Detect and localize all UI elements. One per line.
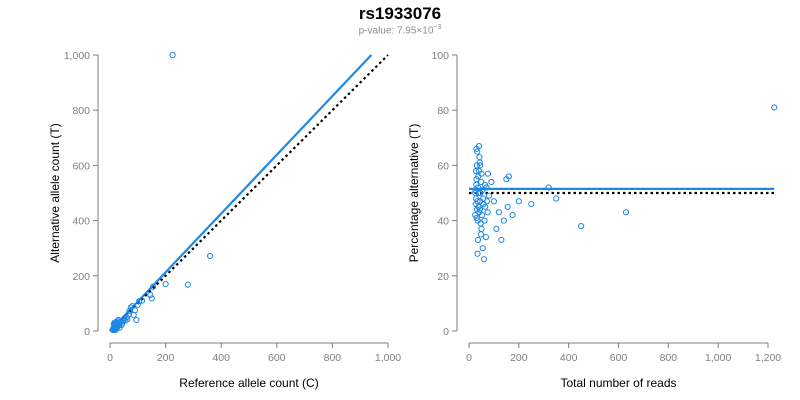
data-point: [162, 280, 169, 288]
x-tick-label: 1,000: [375, 352, 401, 364]
data-point: [479, 245, 486, 252]
data-point: [479, 187, 486, 194]
y-tick-label: 1,000: [64, 50, 90, 62]
data-point: [115, 316, 122, 324]
x-tick-label: 800: [660, 352, 678, 364]
y-tick-label: 0: [84, 326, 90, 338]
data-point: [528, 200, 535, 208]
y-tick-label: 400: [72, 216, 90, 228]
data-point: [474, 250, 481, 257]
data-point: [488, 178, 495, 186]
x-tick-label: 200: [157, 352, 175, 364]
data-point: [118, 321, 125, 329]
chart-title: rs1933076: [358, 4, 442, 23]
data-point: [129, 303, 136, 310]
y-tick-label: 800: [72, 105, 90, 117]
data-point: [495, 209, 502, 216]
data-point: [472, 167, 480, 175]
data-point: [134, 301, 141, 308]
data-point: [473, 206, 481, 213]
data-point: [476, 206, 484, 213]
data-point: [131, 307, 139, 314]
p-value-exponent: −3: [433, 24, 442, 31]
data-point: [474, 236, 482, 244]
data-point: [498, 236, 505, 244]
data-point: [481, 181, 489, 188]
reference-line: [109, 54, 389, 332]
data-point: [133, 316, 140, 324]
x-tick-label: 0: [466, 352, 472, 364]
x-tick-label: 0: [107, 352, 113, 364]
data-point: [578, 223, 585, 230]
data-point: [475, 142, 483, 150]
data-point: [473, 214, 480, 221]
y-tick-label: 60: [437, 160, 449, 172]
allele-count-panel: 0 200 400 600 800 1,000 0 200 400 600 800 1,000 Refe…: [48, 50, 401, 390]
data-point: [622, 209, 630, 216]
data-point: [138, 297, 146, 304]
y-tick-label: 40: [437, 216, 449, 228]
x-tick-label: 400: [560, 352, 578, 364]
data-point: [148, 295, 155, 302]
x-tick-label: 800: [324, 352, 342, 364]
data-point: [477, 231, 485, 238]
data-point: [500, 217, 507, 224]
data-point: [482, 234, 490, 241]
x-tick-label: 600: [268, 352, 286, 364]
percentage-panel: 0 200 400 600 800 1,000 1,200 0 20 40 60 80 100 Total…: [407, 50, 781, 390]
p-value-text: p-value: 7.95×10: [358, 25, 434, 37]
data-point: [476, 159, 483, 166]
data-point: [474, 148, 481, 155]
data-point: [478, 225, 485, 232]
data-point: [485, 192, 493, 199]
data-point: [474, 198, 481, 205]
x-tick-label: 1,200: [755, 352, 781, 364]
y-tick-label: 100: [431, 50, 449, 62]
data-point: [147, 292, 154, 299]
data-point: [476, 154, 483, 161]
data-point: [490, 198, 498, 205]
data-point: [493, 225, 500, 232]
data-point: [127, 304, 134, 311]
data-point: [475, 173, 482, 180]
data-point: [484, 170, 492, 177]
data-point: [509, 211, 516, 219]
data-point: [206, 252, 214, 260]
data-point: [136, 298, 143, 305]
data-point: [553, 195, 560, 202]
data-point: [483, 198, 491, 205]
y-axis-title: Alternative allele count (T): [48, 123, 62, 262]
y-tick-label: 80: [437, 105, 449, 117]
y-tick-label: 20: [437, 271, 449, 283]
data-point: [484, 209, 491, 216]
data-point: [505, 173, 512, 180]
x-tick-label: 1,000: [705, 352, 731, 364]
data-point: [545, 184, 552, 191]
chart-subtitle: p-value: 7.95×10−3: [0, 24, 800, 36]
x-axis-title: Total number of reads: [560, 376, 676, 390]
data-point: [477, 162, 484, 169]
data-point: [149, 283, 157, 290]
data-point: [169, 51, 176, 59]
x-tick-label: 400: [212, 352, 230, 364]
data-point: [504, 203, 511, 210]
y-tick-label: 0: [443, 326, 449, 338]
data-point: [472, 189, 479, 197]
y-axis-title: Percentage alternative (T): [407, 124, 421, 263]
y-tick-label: 200: [72, 271, 90, 283]
data-point: [480, 256, 488, 263]
data-point: [472, 187, 479, 194]
x-axis-title: Reference allele count (C): [179, 376, 318, 390]
y-tick-label: 600: [72, 160, 90, 172]
data-point: [771, 104, 778, 111]
x-tick-label: 600: [610, 352, 628, 364]
fit-line: [109, 54, 373, 332]
data-point: [515, 198, 522, 205]
data-point: [184, 281, 191, 288]
x-tick-label: 200: [510, 352, 528, 364]
